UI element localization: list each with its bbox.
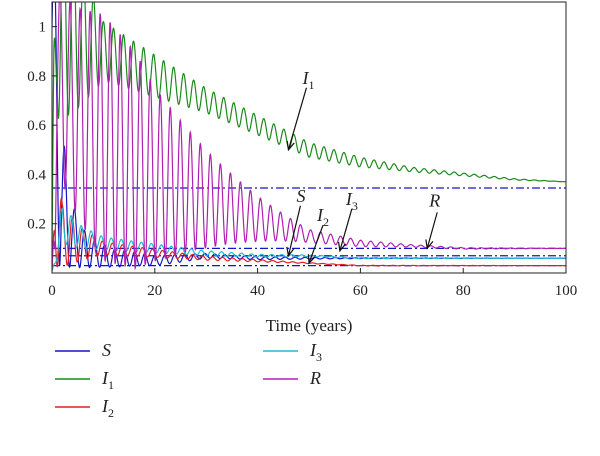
annotation-arrow-0	[287, 87, 308, 150]
legend-label-1-main: I	[101, 368, 109, 388]
legend-label-2-main: I	[101, 396, 109, 416]
y-tick-label: 0.2	[27, 217, 46, 233]
tick-marks	[51, 26, 567, 273]
legend-label-2: I2	[101, 396, 114, 420]
y-tick-label: 0.4	[27, 167, 46, 183]
x-tick-label: 80	[456, 283, 471, 299]
annotation-arrow-4	[426, 212, 438, 249]
legend-label-0: S	[102, 340, 111, 360]
annotation-label-1-main: S	[296, 186, 305, 206]
y-tick-label: 1	[39, 20, 47, 36]
annotation-label-4-main: R	[428, 190, 440, 210]
x-axis-label: Time (years)	[266, 316, 353, 335]
legend-label-1-sub: 1	[108, 378, 114, 392]
annotation-label-2: I2	[316, 205, 329, 229]
x-tick-label: 0	[48, 283, 56, 299]
annotation-label-1: S	[296, 186, 305, 206]
series-group	[52, 2, 566, 272]
plot-frame	[51, 1, 567, 274]
x-tick-label: 20	[147, 283, 162, 299]
legend-label-3-sub: 3	[316, 350, 322, 364]
annotation-arrowhead-0	[286, 140, 295, 152]
annotation-arrowhead-2	[307, 254, 316, 265]
annotation-label-2-sub: 2	[323, 215, 329, 229]
annotation-arrowhead-1	[286, 246, 295, 258]
x-tick-label: 60	[353, 283, 368, 299]
annotation-arrow-1	[287, 205, 302, 256]
annotation-arrow-3	[339, 208, 353, 251]
x-tick-label: 100	[555, 283, 578, 299]
x-tick-label: 40	[250, 283, 265, 299]
annotation-arrowhead-4	[425, 239, 434, 250]
legend-label-2-sub: 2	[108, 406, 114, 420]
legend-label-3-main: I	[309, 340, 317, 360]
annotation-label-0-main: I	[301, 68, 309, 88]
annotation-arrowhead-3	[337, 241, 347, 253]
y-tick-labels: 0.2 0.4 0.6 0.8 1	[27, 20, 46, 233]
annotation-label-4: R	[428, 190, 440, 210]
legend-label-0-main: S	[102, 340, 111, 360]
legend-label-3: I3	[309, 340, 322, 364]
legend-label-4-main: R	[309, 368, 321, 388]
annotation-arrow-2	[308, 224, 324, 264]
annotation-label-3: I3	[345, 189, 358, 213]
series-line-1	[52, 2, 566, 252]
annotation-label-0: I1	[301, 68, 314, 92]
y-tick-label: 0.6	[27, 118, 46, 134]
legend-label-4: R	[309, 368, 321, 388]
series-line-4	[52, 2, 566, 272]
legend-label-1: I1	[101, 368, 114, 392]
annotation-label-0-sub: 1	[308, 78, 314, 92]
y-tick-label: 0.8	[27, 69, 46, 85]
annotation-label-3-sub: 3	[352, 199, 358, 213]
annotation-label-2-main: I	[316, 205, 324, 225]
annotation-label-3-main: I	[345, 189, 353, 209]
x-tick-labels: 0 20 40 60 80 100	[48, 283, 577, 299]
